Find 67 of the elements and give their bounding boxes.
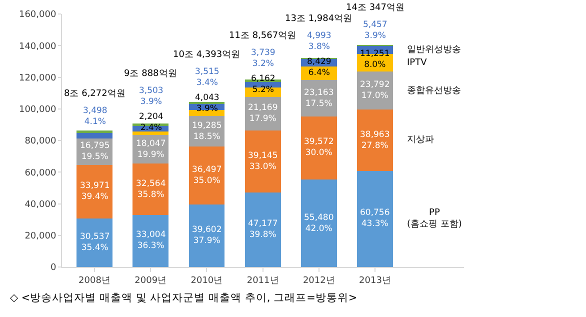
bar <box>300 179 337 267</box>
x-tick-label: 2010년 <box>190 276 223 286</box>
data-label: 39,145 33.0% <box>248 151 278 172</box>
data-label: 39,602 37.9% <box>192 225 222 246</box>
y-tick-label: 60,000 <box>24 168 56 178</box>
bar <box>357 170 393 267</box>
series-label: 일반위성방송 <box>407 45 461 55</box>
data-label: 3,515 3.4% <box>195 67 220 88</box>
y-tick-label: 20,000 <box>24 232 56 242</box>
text: 14조 347억원 <box>346 3 404 13</box>
annotation: 9조 888억원 <box>124 69 177 79</box>
data-label: 55,480 42.0% <box>304 213 334 234</box>
x-tick-label: 2012년 <box>302 276 335 286</box>
data-label: 2,204 2.4% <box>139 112 164 134</box>
bar <box>188 204 225 267</box>
x-tick-label: 2008년 <box>78 276 110 286</box>
annotation: 11조 8,567억원 <box>229 31 296 41</box>
x-tick-label: 2011년 <box>246 276 279 286</box>
data-label: 3,498 4.1% <box>83 106 108 128</box>
series-label: 지상파 <box>407 135 434 145</box>
series-label: 종합유선방송 <box>407 86 461 96</box>
data-label: 47,177 39.8% <box>248 219 278 240</box>
bar <box>300 116 337 180</box>
y-tick-label: 120,000 <box>18 73 56 84</box>
y-tick-label: 0 <box>50 263 56 274</box>
bar <box>132 214 169 267</box>
bar <box>76 165 112 219</box>
data-label: 3,739 3.2% <box>251 48 276 70</box>
x-tick-label: 2009년 <box>134 276 167 286</box>
annotation: 13조 1,984억원 <box>285 14 352 24</box>
data-label: 33,004 36.3% <box>136 230 166 252</box>
data-label: 39,572 30.0% <box>304 137 334 158</box>
data-label: 36,497 35.0% <box>192 165 222 186</box>
data-label: 18,047 19.9% <box>136 139 166 160</box>
bar <box>188 146 225 204</box>
data-label: 23,792 17.0% <box>360 80 390 102</box>
y-tick-label: 80,000 <box>24 136 56 147</box>
series-label: PP (홈쇼핑 포함) <box>407 208 462 230</box>
data-label: 19,285 18.5% <box>192 121 222 142</box>
y-tick-label: 160,000 <box>18 10 56 20</box>
bar <box>76 132 112 138</box>
y-tick-label: 140,000 <box>18 42 56 52</box>
data-label: 16,795 19.5% <box>80 141 110 162</box>
bar <box>132 131 169 135</box>
bar <box>132 163 169 215</box>
annotation: 8조 6,272억원 <box>64 89 126 99</box>
data-label: 60,756 43.3% <box>360 208 390 230</box>
y-tick-label: 100,000 <box>18 105 56 116</box>
data-label: 30,537 35.4% <box>80 232 110 254</box>
data-label: 4,993 3.8% <box>307 31 332 52</box>
data-label: 38,963 27.8% <box>360 130 390 152</box>
bar <box>357 109 393 171</box>
bar <box>244 130 281 192</box>
data-label: 33,971 39.4% <box>80 181 110 202</box>
data-label: 3,503 3.9% <box>139 86 164 108</box>
data-label: 32,564 35.8% <box>136 179 166 200</box>
text: ◇ <방송사업자별 매출액 및 사업자군별 매출액 추이, 그래프=방통위> <box>10 292 358 304</box>
series-label: IPTV <box>407 58 428 68</box>
x-tick-label: 2013년 <box>359 276 391 286</box>
data-label: 8,429 6.4% <box>307 57 332 78</box>
y-tick-label: 40,000 <box>24 200 56 210</box>
data-label: 23,163 17.5% <box>304 88 334 110</box>
bar <box>76 218 112 267</box>
annotation: 10조 4,393억원 <box>173 50 240 60</box>
bar <box>244 192 281 267</box>
data-label: 5,457 3.9% <box>363 20 388 42</box>
data-label: 21,169 17.9% <box>248 103 278 124</box>
